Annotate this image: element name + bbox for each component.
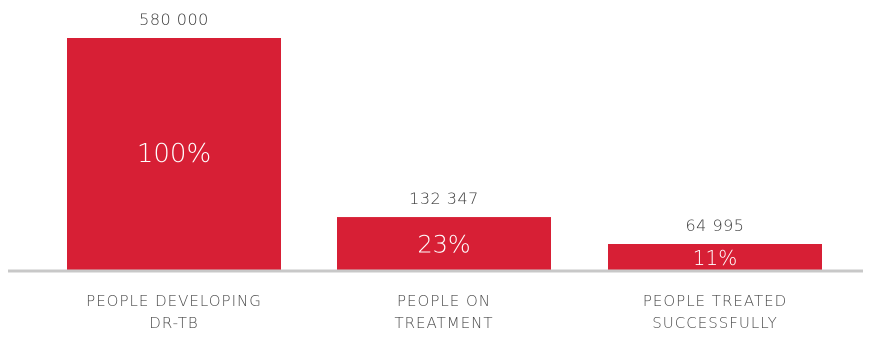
percent-label-2: 23%	[417, 231, 470, 259]
category-label-3-line-1: PEOPLE TREATED	[643, 292, 787, 310]
value-label-3: 64 995	[686, 216, 745, 235]
category-label-1-line-1: PEOPLE DEVELOPING	[86, 292, 262, 310]
category-label-2-line-1: PEOPLE ON	[397, 292, 491, 310]
category-labels-group: PEOPLE DEVELOPING DR-TB PEOPLE ON TREATMENT…	[86, 292, 787, 332]
value-label-2: 132 347	[409, 189, 479, 208]
percent-label-3: 11%	[693, 246, 737, 270]
bar-1	[67, 38, 281, 270]
value-label-1: 580 000	[139, 10, 209, 29]
category-label-2-line-2: TREATMENT	[394, 314, 493, 332]
category-label-3-line-2: SUCCESSFULLY	[652, 314, 777, 332]
bar-3	[608, 244, 822, 270]
category-label-1-line-2: DR-TB	[149, 314, 198, 332]
labels-group: 580 000 100% 132 347 23% 64 995 11%	[137, 10, 745, 270]
bars-group	[67, 38, 822, 270]
bar-2	[337, 217, 551, 270]
percent-label-1: 100%	[137, 139, 211, 169]
